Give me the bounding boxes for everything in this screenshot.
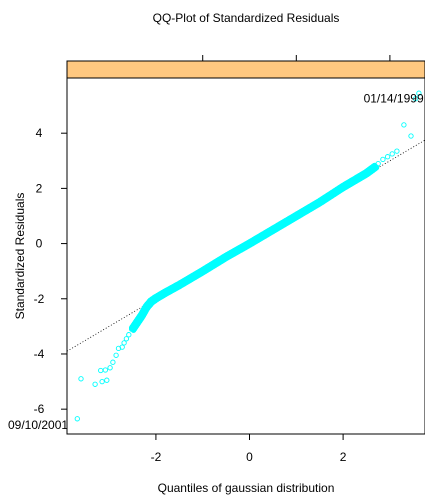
y-axis: -6 -4 -2 0 2 4 xyxy=(34,126,67,416)
data-point xyxy=(416,90,422,96)
residual-points xyxy=(74,90,422,422)
data-point xyxy=(99,378,105,385)
data-point xyxy=(121,340,127,346)
data-point xyxy=(110,359,116,365)
point-annotations: 01/14/1999 09/10/2001 xyxy=(8,92,424,432)
data-point xyxy=(107,365,113,371)
data-point xyxy=(92,381,98,387)
y-tick-label: -6 xyxy=(34,402,45,416)
y-tick-label: 4 xyxy=(36,126,43,140)
data-point xyxy=(394,148,400,154)
y-tick-label: 2 xyxy=(36,181,43,195)
data-point xyxy=(408,133,414,139)
data-point xyxy=(123,336,130,342)
x-tick-label: 2 xyxy=(340,450,347,464)
data-point xyxy=(78,376,84,382)
data-point xyxy=(401,122,407,128)
chart-title: QQ-Plot of Standardized Residuals xyxy=(153,11,340,25)
data-point xyxy=(126,332,132,338)
annotation-label: 09/10/2001 xyxy=(8,418,68,432)
data-point xyxy=(128,326,135,332)
data-point xyxy=(119,344,125,350)
x-tick-label: -2 xyxy=(151,450,162,464)
data-point xyxy=(412,96,419,102)
data-point xyxy=(74,416,80,422)
panel-strip xyxy=(66,60,425,79)
data-point xyxy=(102,367,109,373)
x-axis-label: Quantiles of gaussian distribution xyxy=(158,481,335,495)
data-point xyxy=(375,160,381,167)
plot-panel-border xyxy=(66,77,425,435)
y-axis-label: Standardized Residuals xyxy=(13,193,27,320)
data-point xyxy=(380,156,386,163)
top-axis-ticks xyxy=(202,55,391,61)
x-axis: -2 0 2 xyxy=(151,434,347,464)
x-tick-label: 0 xyxy=(246,450,253,464)
data-point xyxy=(372,163,379,170)
annotation-label: 01/14/1999 xyxy=(364,92,424,106)
data-point xyxy=(389,151,395,157)
data-point xyxy=(104,377,110,383)
y-tick-label: 0 xyxy=(36,237,43,251)
data-point xyxy=(384,154,391,160)
data-point xyxy=(98,367,104,374)
data-point xyxy=(113,352,119,358)
y-tick-label: -4 xyxy=(34,347,45,361)
y-tick-label: -2 xyxy=(34,292,45,306)
